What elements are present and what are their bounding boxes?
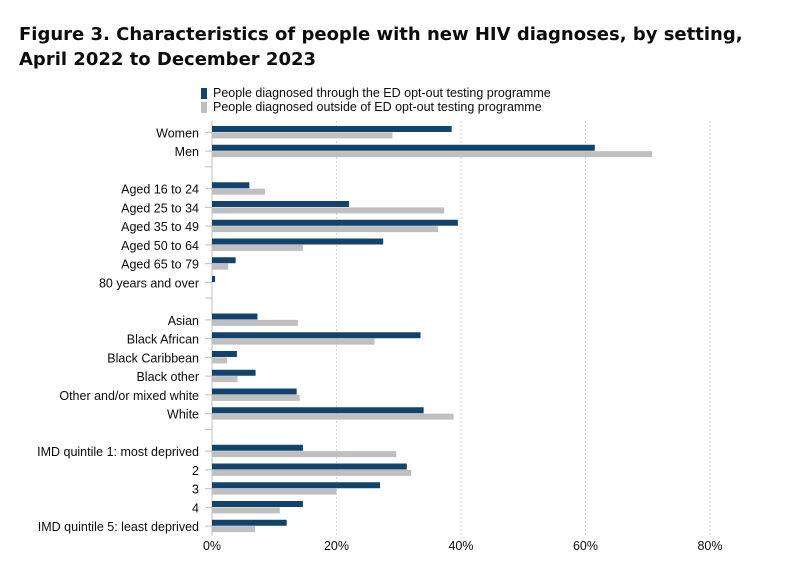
- bar-outside-black-other: [212, 376, 238, 383]
- bar-outside-asian: [212, 319, 298, 326]
- bar-outside-women: [212, 132, 393, 139]
- bar-outside-imd-quintile-5-least-deprived: [212, 526, 255, 533]
- legend-label-outside: People diagnosed outside of ED opt-out t…: [213, 100, 542, 114]
- category-label-imd-quintile-5-least-deprived: IMD quintile 5: least deprived: [38, 520, 199, 534]
- bar-ed-aged-25-to-34: [212, 201, 349, 207]
- bar-outside-men: [212, 151, 653, 158]
- category-label-asian: Asian: [168, 314, 199, 328]
- category-label-80-years-and-over: 80 years and over: [99, 276, 199, 290]
- category-label-black-caribbean: Black Caribbean: [107, 351, 199, 365]
- x-tick-label: 80%: [697, 539, 722, 553]
- x-tick-label: 0%: [203, 539, 221, 553]
- bars: [212, 126, 653, 533]
- x-tick-label: 20%: [324, 539, 349, 553]
- category-label-aged-25-to-34: Aged 25 to 34: [121, 201, 199, 215]
- bar-outside-black-african: [212, 338, 375, 345]
- legend-label-ed: People diagnosed through the ED opt-out …: [213, 86, 551, 100]
- bar-ed-white: [212, 407, 424, 414]
- bar-ed-asian: [212, 313, 258, 320]
- bar-outside-aged-25-to-34: [212, 207, 445, 214]
- bar-ed-aged-35-to-49: [212, 219, 458, 226]
- x-tick-labels: 0% 20% 40% 60% 80%: [203, 539, 723, 553]
- category-label-women: Women: [156, 126, 199, 140]
- category-label-aged-16-to-24: Aged 16 to 24: [121, 183, 199, 197]
- bar-ed-aged-65-to-79: [212, 257, 236, 264]
- bar-ed-aged-16-to-24: [212, 182, 250, 189]
- bar-outside-white: [212, 413, 454, 420]
- bar-outside-4: [212, 507, 280, 514]
- category-label-black-african: Black African: [127, 333, 199, 347]
- bar-ed-black-caribbean: [212, 351, 237, 357]
- category-label-men: Men: [175, 145, 199, 159]
- bar-ed-4: [212, 501, 303, 507]
- bar-ed-women: [212, 126, 452, 132]
- bar-ed-imd-quintile-1-most-deprived: [212, 444, 303, 451]
- legend: People diagnosed through the ED opt-out …: [201, 86, 551, 114]
- bar-outside-aged-35-to-49: [212, 226, 438, 233]
- bar-outside-other-and-or-mixed-white: [212, 394, 300, 401]
- bar-ed-2: [212, 463, 407, 470]
- category-label-white: White: [167, 408, 199, 422]
- bar-ed-aged-50-to-64: [212, 238, 384, 245]
- bar-outside-3: [212, 488, 337, 495]
- category-label-aged-50-to-64: Aged 50 to 64: [121, 239, 199, 253]
- x-tick-label: 60%: [573, 539, 598, 553]
- category-label-3: 3: [192, 483, 199, 497]
- category-label-4: 4: [192, 501, 199, 515]
- category-label-black-other: Black other: [136, 370, 199, 384]
- x-tick-label: 40%: [448, 539, 473, 553]
- bar-outside-aged-50-to-64: [212, 244, 303, 251]
- category-labels: Women Men Aged 16 to 24 Aged 25 to 34 Aged 3…: [37, 126, 199, 534]
- category-label-imd-quintile-1-most-deprived: IMD quintile 1: most deprived: [37, 445, 199, 459]
- bar-ed-black-african: [212, 332, 421, 339]
- category-label-other-and-or-mixed-white: Other and/or mixed white: [59, 389, 199, 403]
- bar-ed-imd-quintile-5-least-deprived: [212, 519, 287, 526]
- category-label-aged-65-to-79: Aged 65 to 79: [121, 258, 199, 272]
- bar-ed-other-and-or-mixed-white: [212, 388, 297, 395]
- bar-ed-black-other: [212, 369, 256, 376]
- bar-outside-black-caribbean: [212, 357, 227, 364]
- bar-ed-men: [212, 144, 595, 151]
- bar-outside-imd-quintile-1-most-deprived: [212, 451, 397, 458]
- bar-outside-aged-65-to-79: [212, 263, 229, 270]
- bar-ed-80-years-and-over: [212, 276, 216, 282]
- bar-ed-3: [212, 482, 381, 489]
- legend-item-outside: People diagnosed outside of ED opt-out t…: [201, 100, 551, 114]
- legend-item-ed: People diagnosed through the ED opt-out …: [201, 86, 551, 100]
- category-label-2: 2: [192, 464, 199, 478]
- category-label-aged-35-to-49: Aged 35 to 49: [121, 220, 199, 234]
- legend-swatch-ed: [201, 87, 207, 99]
- bar-outside-2: [212, 469, 412, 476]
- legend-swatch-outside: [201, 101, 207, 113]
- bar-outside-aged-16-to-24: [212, 188, 265, 195]
- chart-title: Figure 3. Characteristics of people with…: [19, 24, 743, 70]
